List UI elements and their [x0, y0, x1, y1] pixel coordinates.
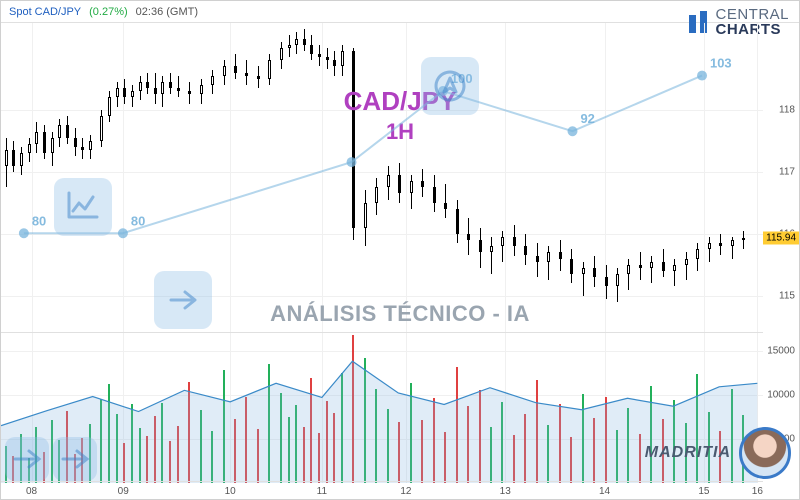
- ticker-label: Spot CAD/JPY: [9, 6, 81, 18]
- watermark-timeframe: 1H: [386, 119, 414, 145]
- watermark-arrow-icon: [154, 271, 212, 329]
- price-current-tag: 115.94: [763, 231, 799, 244]
- price-chart[interactable]: [1, 23, 763, 333]
- logo-line1: CENTRAL: [715, 7, 789, 22]
- watermark-chart-icon: [54, 178, 112, 236]
- user-name: MADRITIA: [645, 444, 731, 462]
- watermark-subtitle: ANÁLISIS TÉCNICO - IA: [270, 301, 530, 327]
- price-yaxis: 115116117118115.94: [763, 23, 799, 333]
- chart-container: Spot CAD/JPY (0.27%) 02:36 (GMT) CENTRAL…: [0, 0, 800, 500]
- replay-arrow-icon: [5, 437, 49, 481]
- replay-arrow-icon: [53, 437, 97, 481]
- timestamp: 02:36 (GMT): [136, 6, 198, 18]
- user-avatar[interactable]: [739, 427, 791, 479]
- time-xaxis: 080910111213141516: [1, 481, 763, 499]
- user-badge: MADRITIA: [645, 427, 791, 479]
- chart-header: Spot CAD/JPY (0.27%) 02:36 (GMT): [1, 1, 799, 23]
- watermark-compass-icon: [421, 57, 479, 115]
- pct-change: (0.27%): [89, 6, 128, 18]
